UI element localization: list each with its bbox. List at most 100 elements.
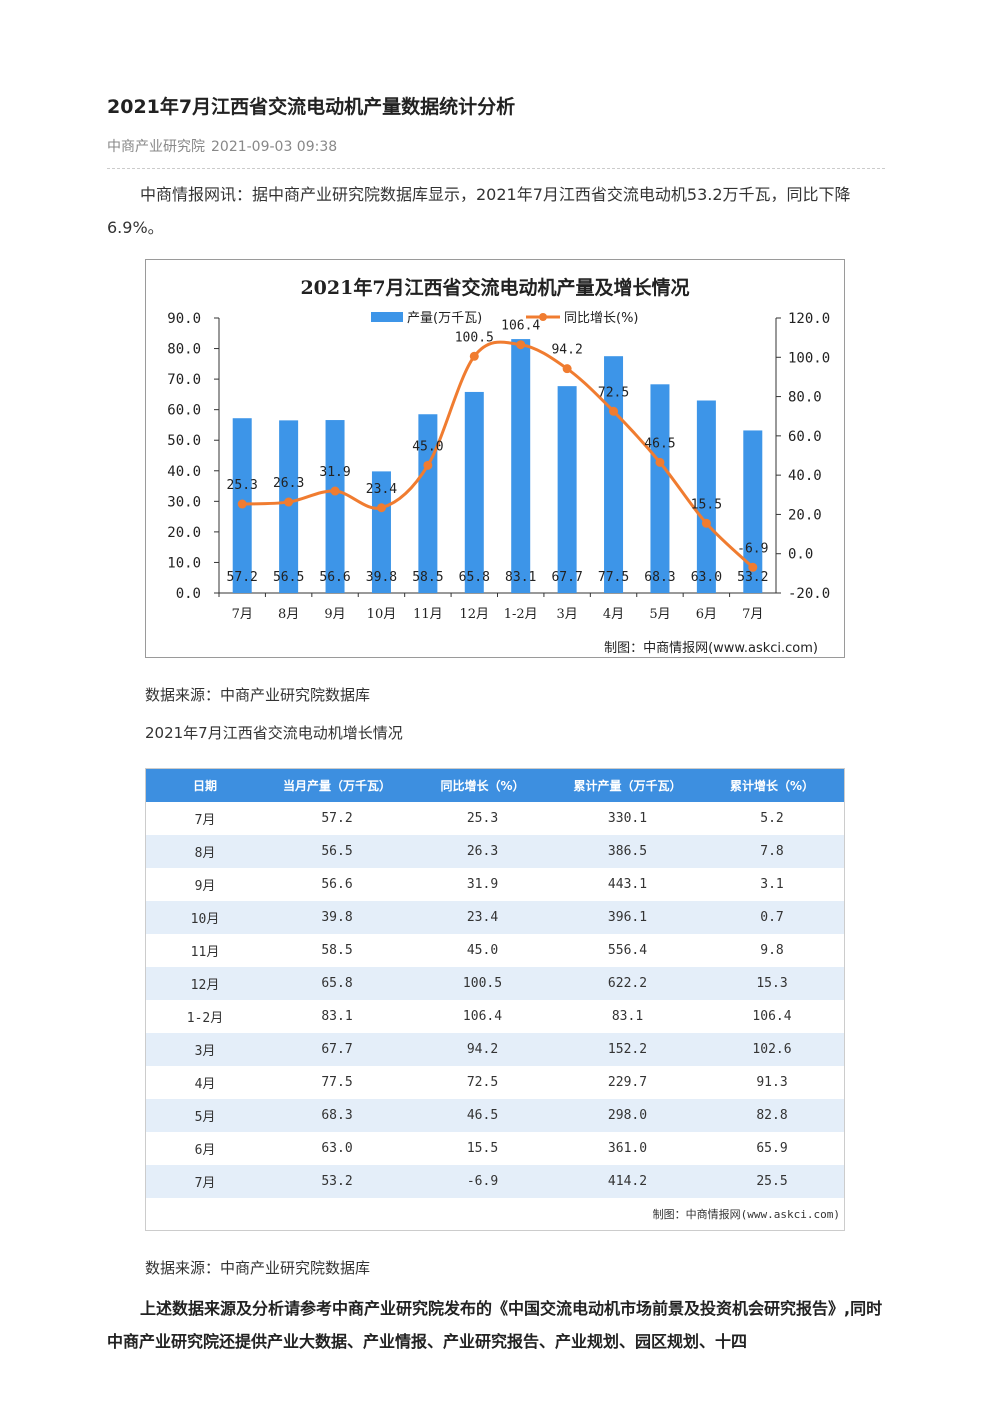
table-cell: 11月 [190,945,220,960]
table-cell: 82.8 [700,1099,844,1132]
y-left-tick-label: 60.0 [167,403,201,419]
table-row: 12月 65.8 100.5 622.2 15.3 [146,967,844,1000]
bar-value-label: 77.5 [598,570,629,585]
x-tick-label: 12月 [460,607,490,622]
y-left-tick-label: 30.0 [167,494,201,510]
growth-value-label: 25.3 [227,478,258,493]
table-cell: 5.2 [760,811,784,826]
bar [743,430,763,593]
bar-value-label: 83.1 [505,570,536,585]
bar [464,391,484,593]
y-right-tick-label: 20.0 [788,507,822,523]
table-cell: 396.1 [555,901,700,934]
table-row: 11月 58.5 45.0 556.4 9.8 [146,934,844,967]
table-cell: 53.2 [264,1165,410,1198]
table-cell: 6月 [194,1143,216,1158]
table-cell: 414.2 [555,1165,700,1198]
legend-bar-swatch [371,312,403,322]
table-cell: -6.9 [410,1165,555,1198]
bar [371,471,391,593]
lead-paragraph: 中商情报网讯：据中商产业研究院数据库显示，2021年7月江西省交流电动机53.2… [107,185,851,237]
table-cell: 25.5 [700,1165,844,1198]
table-cell: 45.0 [466,943,499,958]
y-right-tick-label: 120.0 [788,311,830,327]
y-left-tick-label: 80.0 [167,342,201,358]
table-row: 10月 39.8 23.4 396.1 0.7 [146,901,844,934]
table-cell: 68.3 [264,1099,410,1132]
growth-value-label: 46.5 [644,436,675,451]
bar [511,339,531,593]
legend-line-label: 同比增长(%) [564,311,639,326]
growth-point [516,340,526,350]
table-row: 5月 68.3 46.5 298.0 82.8 [146,1099,844,1132]
footer-paragraph: 上述数据来源及分析请参考中商产业研究院发布的《中国交流电动机市场前景及投资机会研… [107,1299,883,1351]
growth-point [284,497,294,507]
y-left-tick-label: 10.0 [167,555,201,571]
data-table: 日期 当月产量（万千瓦） 同比增长（%） 累计产量（万千瓦） 累计增长（%） 7月 57.… [146,769,844,1198]
table-cell: 386.5 [555,835,700,868]
table-cell: 7.8 [700,835,844,868]
y-right-tick-label: 60.0 [788,429,822,445]
table-header-cell: 同比增长（%） [410,769,555,802]
table-cell: 57.2 [321,811,353,826]
chart-source: 数据来源：中商产业研究院数据库 [145,686,371,704]
table-body: 7月 57.2 25.3 330.1 5.2 8月 56.5 26.3 386.5 7.8 9月 56… [146,802,844,1198]
article-author[interactable]: 中商产业研究院 [107,139,205,155]
growth-value-label: 72.5 [598,385,629,400]
table-cell: 556.4 [607,943,648,958]
growth-line [242,340,754,569]
growth-value-label: -6.9 [737,541,768,556]
table-cell: 152.2 [555,1033,700,1066]
x-tick-label: 9月 [324,607,345,622]
table-cell: 25.3 [466,811,499,826]
table-row: 4月 77.5 72.5 229.7 91.3 [146,1066,844,1099]
table-row: 6月 63.0 15.5 361.0 65.9 [146,1132,844,1165]
bar [279,420,299,593]
x-tick-label: 7月 [232,607,253,622]
bar [557,386,577,593]
table-cell: 56.6 [321,877,353,892]
table-cell: 83.1 [321,1009,353,1024]
growth-value-label: 100.5 [455,330,494,345]
bar-value-label: 58.5 [412,570,443,585]
growth-point [423,460,433,470]
growth-point [376,503,386,513]
table-row: 9月 56.6 31.9 443.1 3.1 [146,868,844,901]
table-cell: 330.1 [607,811,648,826]
article-title: 2021年7月江西省交流电动机产量数据统计分析 [107,96,516,118]
table-header-row: 日期 当月产量（万千瓦） 同比增长（%） 累计产量（万千瓦） 累计增长（%） [146,769,844,802]
article-date: 2021-09-03 09:38 [211,139,338,155]
bar-value-label: 56.6 [319,570,350,585]
table-header-cell: 日期 [146,769,264,802]
table-row: 1-2月 83.1 106.4 83.1 106.4 [146,1000,844,1033]
table-cell: 3.1 [760,877,784,892]
table-cell: 72.5 [466,1075,499,1090]
divider [107,168,885,169]
bar-value-label: 68.3 [644,570,675,585]
bar [325,420,345,593]
table-cell: 58.5 [321,943,353,958]
table-cell: 65.9 [756,1141,788,1156]
growth-value-label: 15.5 [691,497,722,512]
y-right-tick-label: 100.0 [788,350,830,366]
growth-value-label: 31.9 [319,465,350,480]
table-cell: 4月 [194,1077,216,1092]
x-tick-label: 1-2月 [504,607,538,622]
chart-figure: 2021年7月江西省交流电动机产量及增长情况 产量(万千瓦) 同比增长(%) 90.0… [145,259,845,658]
table-cell: 102.6 [700,1033,844,1066]
table-cell: 15.5 [466,1141,499,1156]
table-cell: 5月 [146,1099,264,1132]
growth-value-label: 26.3 [273,476,304,491]
table-cell: 9.8 [760,943,784,958]
table-cell: 39.8 [264,901,410,934]
data-table-figure: 日期 当月产量（万千瓦） 同比增长（%） 累计产量（万千瓦） 累计增长（%） 7月 57.… [145,768,845,1231]
legend-bar-label: 产量(万千瓦) [407,311,482,326]
y-left-tick-label: 70.0 [167,372,201,388]
table-cell: 0.7 [700,901,844,934]
table-cell: 106.4 [752,1009,792,1024]
article-meta: 中商产业研究院 2021-09-03 09:38 [107,136,337,156]
bar [650,384,670,593]
x-tick-label: 4月 [603,607,624,622]
table-header-cell: 累计增长（%） [700,769,844,802]
